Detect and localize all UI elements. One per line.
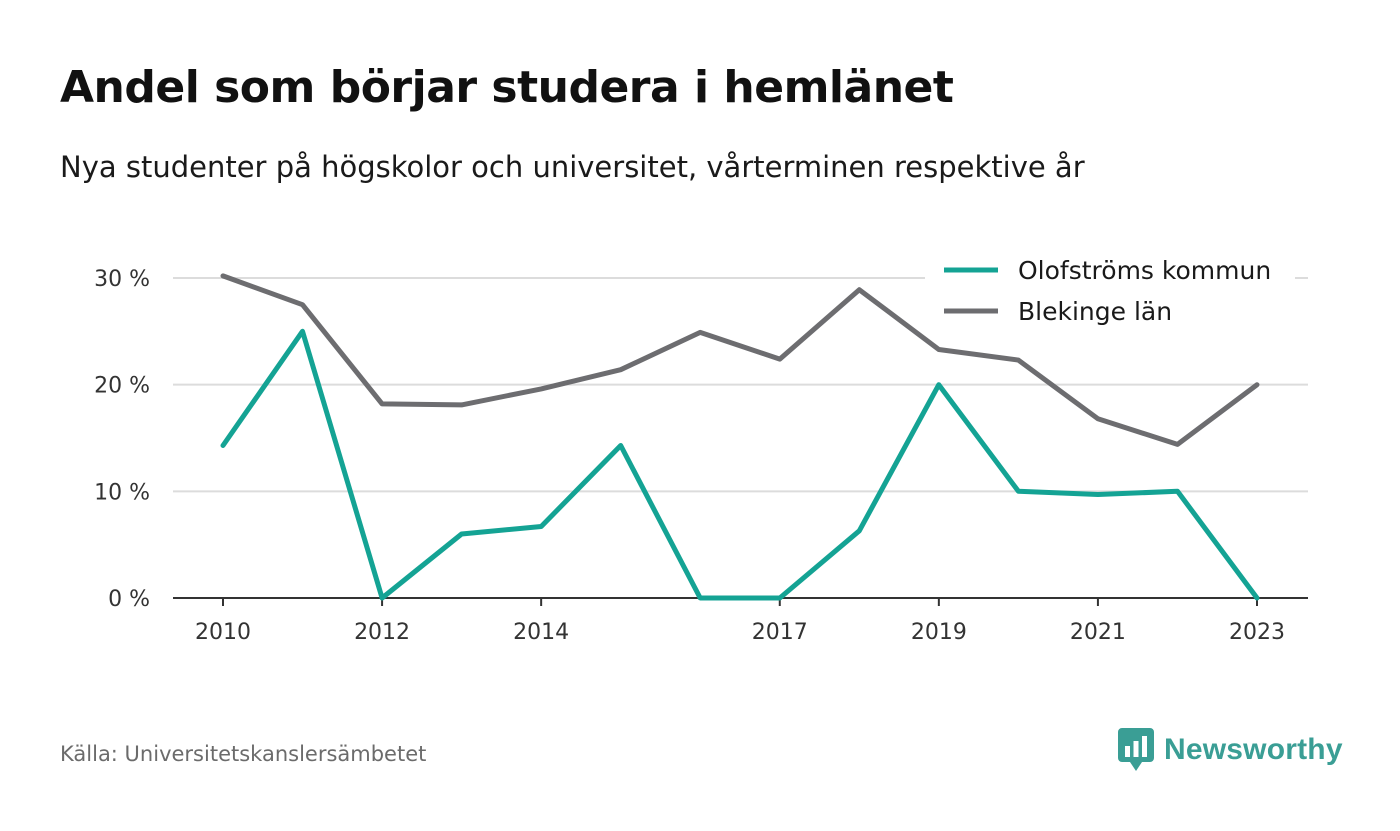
series-lines [220, 273, 1260, 601]
y-tick-label: 20 % [94, 374, 150, 399]
chart-title: Andel som börjar studera i hemlänet [60, 62, 954, 113]
series-line-1 [220, 273, 1260, 447]
x-axis-tick-labels: 2010 2012 2014 2017 2019 2021 2023 [195, 620, 1285, 645]
source-note: Källa: Universitetskanslersämbetet [60, 742, 427, 766]
x-tick-label: 2019 [911, 620, 967, 645]
brand-name: Newsworthy [1164, 733, 1343, 766]
legend-label-0: Olofströms kommun [1018, 256, 1271, 285]
series-line-0 [220, 328, 1260, 601]
x-tick-label: 2010 [195, 620, 251, 645]
x-tick-label: 2021 [1070, 620, 1126, 645]
brand-logo: Newsworthy [1118, 728, 1343, 772]
bar-chart-speech-bubble-icon [1118, 728, 1154, 771]
line-chart: 0 % 10 % 20 % 30 % 2010 2012 2014 2017 2019 2021… [94, 246, 1308, 645]
chart-subtitle: Nya studenter på högskolor och universit… [60, 150, 1085, 184]
x-tick-label: 2014 [513, 620, 569, 645]
x-tick-label: 2017 [752, 620, 808, 645]
legend-label-1: Blekinge län [1018, 297, 1172, 326]
legend-background [925, 246, 1295, 330]
x-tick-label: 2023 [1229, 620, 1285, 645]
y-tick-label: 0 % [108, 587, 150, 612]
y-tick-label: 30 % [94, 267, 150, 292]
legend: Olofströms kommun Blekinge län [925, 246, 1295, 330]
y-axis-tick-labels: 0 % 10 % 20 % 30 % [94, 267, 150, 612]
y-tick-label: 10 % [94, 480, 150, 505]
x-tick-label: 2012 [354, 620, 410, 645]
